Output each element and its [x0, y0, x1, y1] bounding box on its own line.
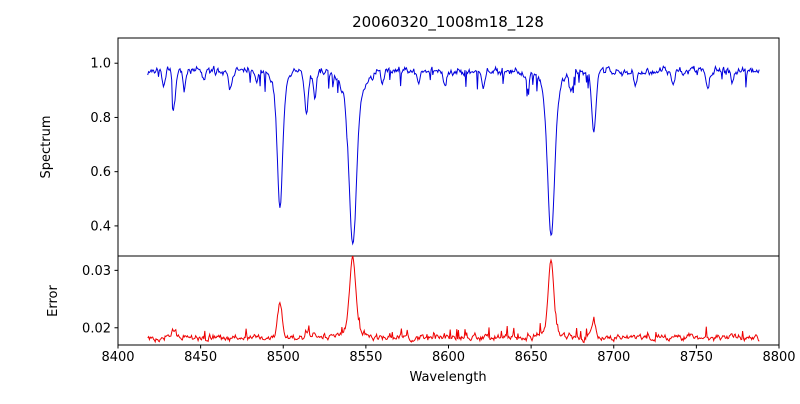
plot-area: 8400 8450 8500 8550 8600 8650 8700 8750 8800 0.4 0…	[82, 37, 796, 365]
y-tick-label: 1.0	[90, 57, 111, 72]
x-tick-label: 8500	[267, 350, 300, 365]
y-tick-label: 0.4	[90, 219, 111, 234]
x-tick-label: 8750	[680, 350, 713, 365]
x-tick-label: 8450	[184, 350, 217, 365]
spectrum-line	[147, 64, 760, 246]
panel-error-frame	[117, 255, 780, 346]
y-tick-label: 0.8	[90, 111, 111, 126]
y-tick-label: 0.03	[82, 264, 111, 279]
x-tick-label: 8700	[597, 350, 630, 365]
x-tick-label: 8800	[762, 350, 795, 365]
x-tick-label: 8550	[349, 350, 382, 365]
x-tick-label: 8600	[432, 350, 465, 365]
chart-title: 20060320_1008m18_128	[352, 13, 544, 32]
y-tick-label: 0.02	[82, 321, 111, 336]
error-line	[147, 256, 760, 344]
error-y-axis-label: Error	[46, 285, 61, 317]
x-tick-label: 8650	[515, 350, 548, 365]
y-tick-label: 0.6	[90, 165, 111, 180]
spectrum-y-axis-label: Spectrum	[39, 116, 54, 179]
x-axis-label: Wavelength	[409, 370, 486, 385]
x-tick-label: 8400	[101, 350, 134, 365]
